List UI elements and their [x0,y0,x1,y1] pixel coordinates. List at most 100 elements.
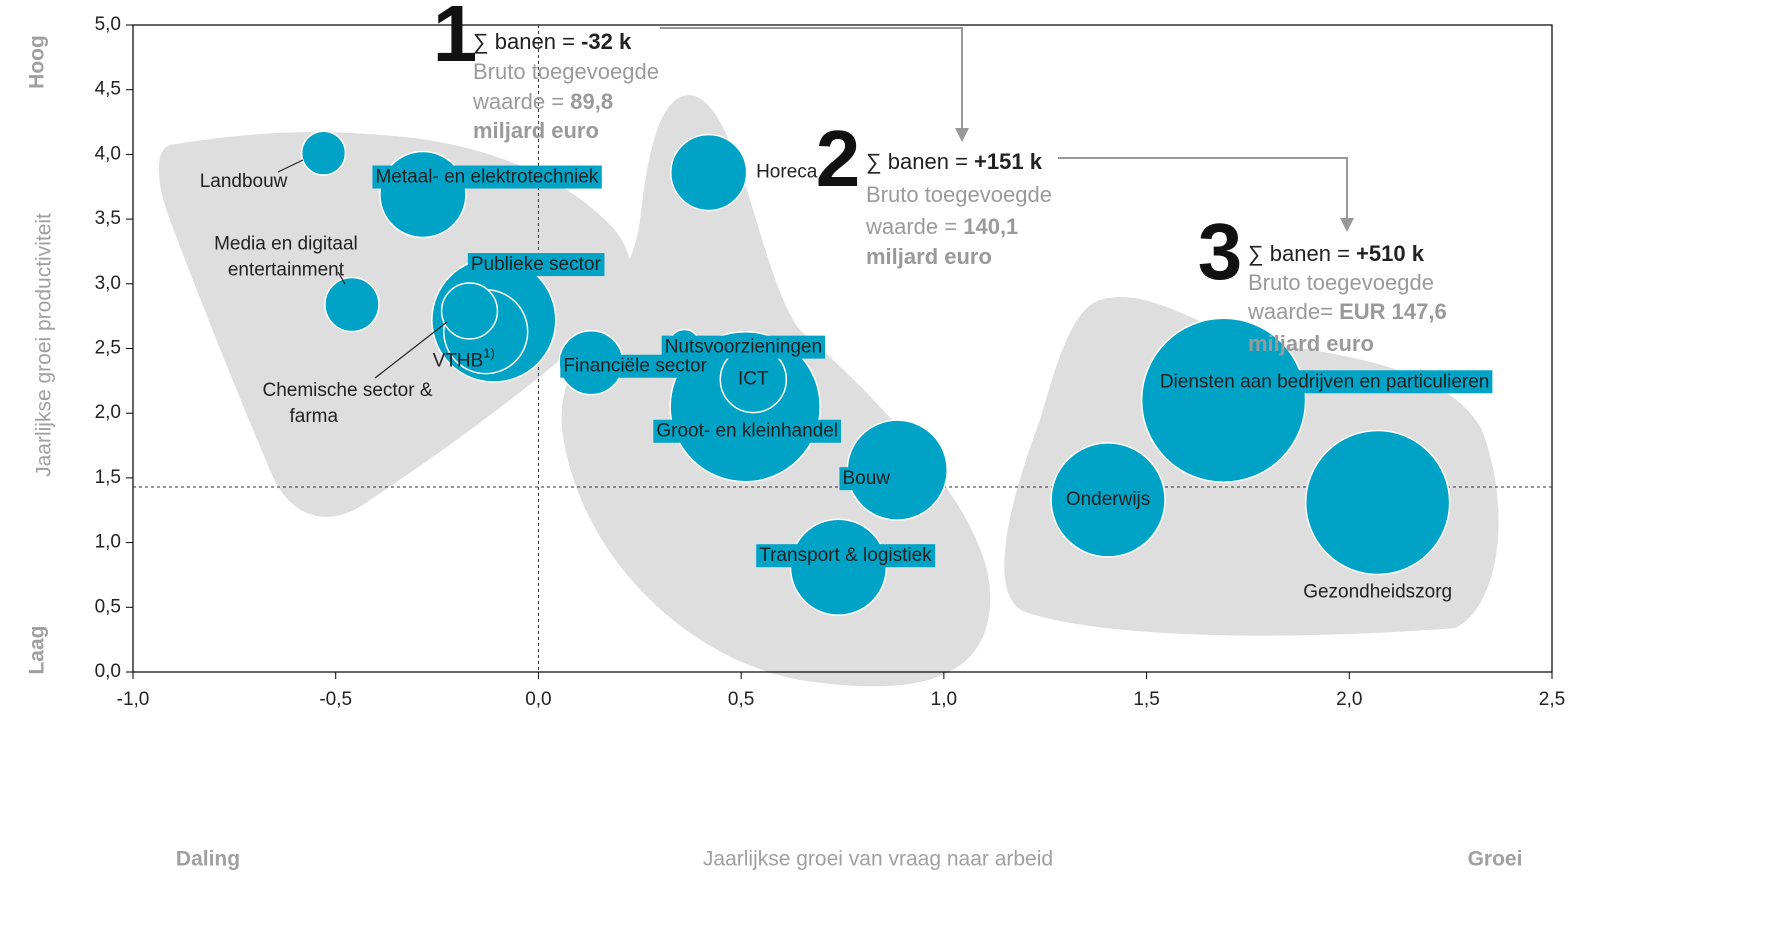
bubble-label-text: Diensten aan bedrijven en particulieren [1160,371,1490,392]
label-line: Gezondheidszorg [1303,582,1452,603]
gva-label: waarde = [865,214,963,239]
label-line: ICT [738,369,769,390]
y-high-label: Hoog [26,35,49,89]
bubble [1050,442,1166,558]
label-line: Onderwijs [1066,489,1150,510]
bubble [1304,429,1451,576]
y-tick-label: 3,5 [95,208,121,229]
bubble [324,276,380,333]
label-line: farma [290,406,339,427]
x-axis-title: Jaarlijkse groei van vraag naar arbeid [703,848,1053,871]
x-tick-label: 0,0 [525,689,551,710]
bubble [670,133,748,212]
label-box [661,335,826,359]
bubble-label-text: Metaal- en elektrotechniek [375,167,598,188]
bubble [379,150,467,239]
bubble-label-text: Publieke sector [471,254,602,275]
x-tick-label: 0,5 [728,689,754,710]
arrow-head [1340,218,1354,232]
x-tick-label: 1,0 [931,689,957,710]
label-line: Nutsvoorzieningen [665,337,822,358]
bubble-label: Transport & logistiek [756,544,936,568]
label-line: VTHB [433,351,484,372]
y-tick-label: 5,0 [95,14,121,35]
gva-value: EUR 147,6 [1339,299,1447,324]
label-line: Horeca [756,162,818,183]
jobs-value: +151 k [974,149,1043,174]
bubble-label: Onderwijs [1066,489,1150,510]
bubble-label-text: ICT [738,369,769,390]
group-gva-unit: miljard euro [473,118,599,143]
x-low-label: Daling [176,848,240,871]
bubble-label: Diensten aan bedrijven en particulieren [1156,370,1493,394]
group-gva-line: Bruto toegevoegde [473,59,659,84]
y-axis-title: Jaarlijkse groei productiviteit [33,213,56,477]
bubble-label-text: VTHB1) [433,346,495,372]
jobs-value: -32 k [581,29,632,54]
label-line: Publieke sector [471,254,602,275]
x-high-label: Groei [1468,848,1523,871]
group-gva-line: Bruto toegevoegde [866,182,1052,207]
y-tick-label: 0,5 [95,596,121,617]
bubble-label-text: Landbouw [200,171,288,192]
group-jobs: ∑ banen = -32 k [473,29,632,54]
jobs-value: +510 k [1356,241,1425,266]
connector [337,271,346,285]
bubble-label: Media en digitaal entertainment [214,234,358,281]
jobs-label: ∑ banen = [866,149,974,174]
bubble-label: Nutsvoorzieningen [661,335,826,359]
label-box [1156,370,1493,394]
group-number: 1 [433,0,478,78]
jobs-label: ∑ banen = [473,29,581,54]
cluster-1 [158,132,632,517]
bubble-label: Publieke sector [467,253,605,277]
y-tick-label: 1,0 [95,532,121,553]
group-gva-unit: miljard euro [866,244,992,269]
arrow-head [955,128,969,142]
bubble-labels: Landbouw Metaal- en elektrotechniek Media … [200,162,1493,603]
bubble-label: Chemische sector & farma [263,380,433,427]
bubble-label: ICT [738,369,769,390]
group-jobs: ∑ banen = +151 k [866,149,1043,174]
gva-value: 140,1 [963,214,1018,239]
group-number: 3 [1198,207,1243,296]
label-line: Metaal- en elektrotechniek [375,167,598,188]
bubble-label-text: Bouw [842,468,890,489]
label-line: Diensten aan bedrijven en particulieren [1160,371,1490,392]
bubble-label-text: Media en digitaal entertainment [214,234,358,281]
y-tick-label: 2,0 [95,402,121,423]
jobs-label: ∑ banen = [1248,241,1356,266]
bubble-label: Financiële sector [560,354,711,378]
label-box [839,467,894,491]
bubble-label: Landbouw [200,171,288,192]
bubble-label: Groot- en kleinhandel [653,419,842,443]
bubble-label: Gezondheidszorg [1303,582,1452,603]
gva-value: 89,8 [570,89,613,114]
bubble [300,130,347,176]
x-tick-label: -0,5 [319,689,352,710]
bubble-label-text: Gezondheidszorg [1303,582,1452,603]
group-jobs: ∑ banen = +510 k [1248,241,1425,266]
y-tick-label: 4,0 [95,143,121,164]
x-tick-label: -1,0 [117,689,150,710]
arrow [1058,157,1348,220]
axes: -1,0 -0,5 0,0 0,5 1,0 1,5 2,0 2,5 0,0 0,5 1,0 1,5 2,… [95,14,1566,710]
arrow [660,27,963,130]
bubble-label: VTHB1) [433,346,495,372]
label-line: Financiële sector [563,356,707,377]
y-tick-label: 1,5 [95,467,121,488]
bubble-label: Bouw [839,467,894,491]
label-box [372,165,602,189]
y-tick-label: 4,5 [95,79,121,100]
bubble-label: Horeca [756,162,818,183]
group-gva-unit: miljard euro [1248,331,1374,356]
connector [374,321,448,379]
y-low-label: Laag [26,625,49,674]
bubble-label-text: Nutsvoorzieningen [665,337,822,358]
bubble-label-text: Transport & logistiek [759,545,932,566]
bubble-label-text: Horeca [756,162,818,183]
label-line: Media en digitaal [214,234,358,255]
label-box [756,544,936,568]
